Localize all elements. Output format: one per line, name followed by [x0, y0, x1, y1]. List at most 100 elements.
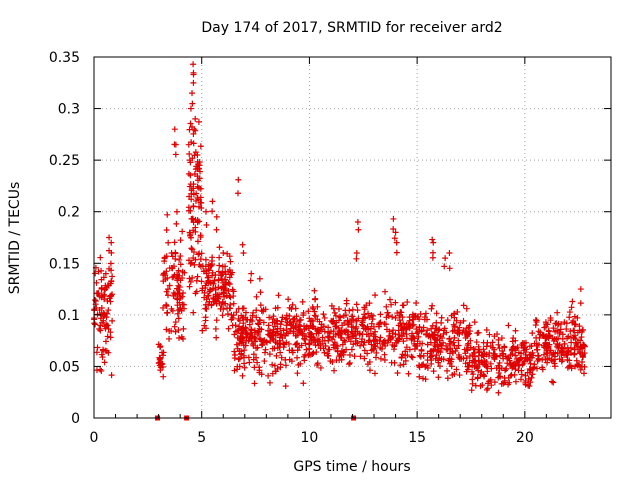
data-point	[483, 326, 490, 333]
data-point	[496, 373, 503, 380]
y-tick-label: 0.25	[49, 153, 80, 169]
data-point	[253, 307, 260, 314]
data-point	[540, 351, 547, 358]
data-point	[240, 327, 247, 334]
data-point	[190, 203, 197, 210]
data-point	[435, 374, 442, 381]
data-point	[164, 211, 171, 218]
data-point	[444, 367, 451, 374]
data-point	[335, 325, 342, 332]
data-point	[527, 351, 534, 358]
data-point	[355, 315, 362, 322]
data-point	[336, 330, 343, 337]
data-point	[501, 343, 508, 350]
data-point	[550, 350, 557, 357]
data-point	[441, 263, 448, 270]
data-point	[313, 349, 320, 356]
data-point	[404, 352, 411, 359]
data-point	[193, 277, 200, 284]
data-point	[526, 383, 533, 390]
data-point	[406, 346, 413, 353]
data-point	[98, 310, 105, 317]
data-point	[436, 326, 443, 333]
data-point	[561, 319, 568, 326]
axis-ticks: 0 5 10 15 20 0 0.05 0.1 0.15 0.2 0.25 0.3 0.35	[49, 50, 611, 446]
data-point	[187, 120, 194, 127]
data-point	[226, 253, 233, 260]
data-point	[383, 326, 390, 333]
data-point	[189, 274, 196, 281]
data-point	[240, 354, 247, 361]
data-point	[192, 127, 199, 134]
y-tick-label: 0.2	[58, 205, 80, 221]
data-point	[395, 322, 402, 329]
data-point	[395, 327, 402, 334]
data-point	[525, 375, 532, 382]
data-point	[317, 341, 324, 348]
data-point	[92, 321, 99, 328]
data-point	[255, 321, 262, 328]
data-point	[185, 141, 192, 148]
data-point	[277, 325, 284, 332]
data-points	[91, 61, 588, 396]
data-point	[372, 328, 379, 335]
data-point	[431, 334, 438, 341]
data-point	[517, 355, 524, 362]
data-point	[353, 249, 360, 256]
data-point	[235, 356, 242, 363]
data-point	[197, 256, 204, 263]
data-point	[246, 359, 253, 366]
data-point	[248, 270, 255, 277]
data-point	[310, 305, 317, 312]
data-point	[398, 354, 405, 361]
data-point	[466, 353, 473, 360]
data-point	[228, 311, 235, 318]
data-point	[399, 314, 406, 321]
data-point	[512, 337, 519, 344]
data-point	[181, 269, 188, 276]
data-point	[331, 341, 338, 348]
data-point	[253, 293, 260, 300]
data-point	[219, 312, 226, 319]
data-point	[389, 313, 396, 320]
data-point	[256, 275, 263, 282]
data-point	[202, 268, 209, 275]
data-point	[528, 374, 535, 381]
data-point	[257, 289, 264, 296]
data-point	[179, 301, 186, 308]
data-point	[197, 143, 204, 150]
data-point	[266, 379, 273, 386]
data-point	[430, 239, 437, 246]
data-point	[98, 286, 105, 293]
data-point	[416, 340, 423, 347]
x-axis-label: GPS time / hours	[293, 459, 410, 475]
data-point	[568, 304, 575, 311]
data-point	[565, 348, 572, 355]
data-point	[578, 334, 585, 341]
data-point	[307, 331, 314, 338]
data-point	[391, 359, 398, 366]
data-point	[294, 370, 301, 377]
data-point	[408, 332, 415, 339]
data-point	[213, 317, 220, 324]
data-point	[432, 355, 439, 362]
data-point	[261, 337, 268, 344]
data-point	[235, 315, 242, 322]
data-point	[444, 317, 451, 324]
data-point	[336, 353, 343, 360]
data-point	[232, 322, 239, 329]
data-point	[335, 331, 342, 338]
data-point	[197, 233, 204, 240]
data-point	[186, 150, 193, 157]
data-point	[564, 351, 571, 358]
data-point	[391, 342, 398, 349]
data-point	[258, 371, 265, 378]
data-point	[357, 353, 364, 360]
data-point	[361, 355, 368, 362]
data-point	[203, 221, 210, 228]
data-point	[474, 330, 481, 337]
data-point	[102, 347, 109, 354]
data-point	[433, 310, 440, 317]
data-point	[581, 363, 588, 370]
data-point	[97, 254, 104, 261]
